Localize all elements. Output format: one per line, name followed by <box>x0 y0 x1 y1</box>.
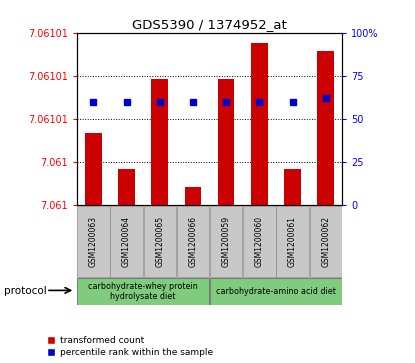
FancyBboxPatch shape <box>144 206 176 277</box>
FancyBboxPatch shape <box>310 206 342 277</box>
Legend: transformed count, percentile rank within the sample: transformed count, percentile rank withi… <box>46 336 212 357</box>
Text: protocol: protocol <box>4 286 47 297</box>
FancyBboxPatch shape <box>77 278 209 305</box>
Title: GDS5390 / 1374952_at: GDS5390 / 1374952_at <box>132 19 287 32</box>
Text: carbohydrate-whey protein
hydrolysate diet: carbohydrate-whey protein hydrolysate di… <box>88 282 198 301</box>
Text: carbohydrate-amino acid diet: carbohydrate-amino acid diet <box>216 287 336 296</box>
FancyBboxPatch shape <box>77 206 110 277</box>
Bar <box>284 169 301 205</box>
Text: GSM1200065: GSM1200065 <box>155 216 164 267</box>
Text: GSM1200060: GSM1200060 <box>255 216 264 267</box>
FancyBboxPatch shape <box>110 206 143 277</box>
Text: GSM1200062: GSM1200062 <box>321 216 330 267</box>
Text: GSM1200064: GSM1200064 <box>122 216 131 267</box>
Text: GSM1200066: GSM1200066 <box>188 216 198 267</box>
Bar <box>185 187 201 205</box>
Text: GSM1200059: GSM1200059 <box>222 216 231 267</box>
FancyBboxPatch shape <box>210 206 242 277</box>
FancyBboxPatch shape <box>210 278 342 305</box>
Text: GSM1200061: GSM1200061 <box>288 216 297 267</box>
Text: GSM1200063: GSM1200063 <box>89 216 98 267</box>
Bar <box>151 79 168 205</box>
FancyBboxPatch shape <box>243 206 276 277</box>
Bar <box>218 79 234 205</box>
FancyBboxPatch shape <box>276 206 309 277</box>
Bar <box>317 50 334 205</box>
Bar <box>85 133 102 205</box>
Bar <box>118 169 135 205</box>
Bar <box>251 44 268 205</box>
FancyBboxPatch shape <box>177 206 209 277</box>
